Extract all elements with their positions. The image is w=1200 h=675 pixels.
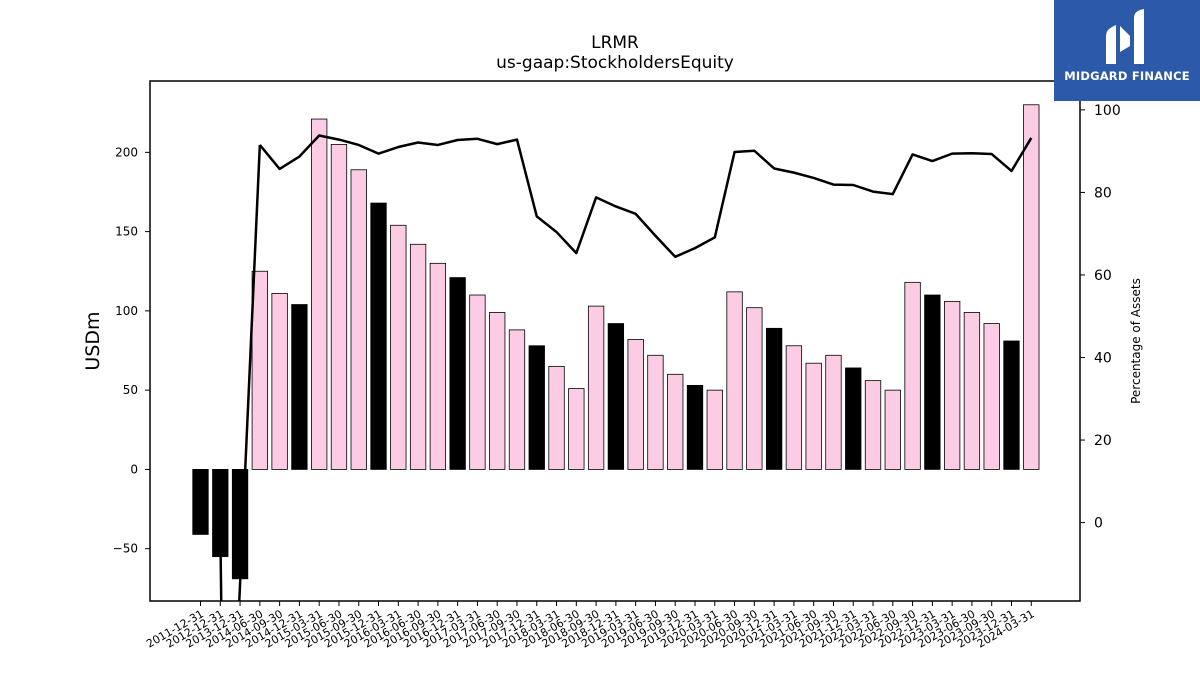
bar-2023-03-31: [943, 300, 961, 470]
bar-2018-06-30: [568, 388, 585, 470]
bar-2019-06-30: [647, 354, 664, 470]
bar-2016-12-31: [449, 277, 466, 470]
y-axis-label: USDm: [82, 311, 104, 370]
bar-2018-03-31: [548, 365, 565, 470]
y-tick-label: −50: [113, 542, 138, 556]
percentage-line-rise: [238, 144, 262, 601]
bar-2017-09-30: [508, 329, 526, 470]
bar-2017-06-30: [489, 312, 506, 470]
bar-2015-06-30: [330, 144, 348, 470]
brand-mark-icon: [1106, 9, 1144, 64]
bar-2011-12-31: [192, 469, 209, 535]
bar-2017-03-31: [469, 294, 486, 470]
bar-2018-12-31: [607, 323, 625, 470]
bar-2022-03-31: [864, 380, 882, 470]
bar-2020-06-30: [726, 291, 743, 470]
bar-2023-06-30: [963, 312, 981, 470]
y-tick-label: 100: [115, 304, 138, 318]
y2-tick-label: 60: [1094, 268, 1112, 284]
bar-2019-09-30: [667, 373, 684, 470]
bar-2014-12-31: [291, 304, 308, 470]
bar-2016-09-30: [429, 262, 447, 470]
plot-frame: [149, 80, 1081, 602]
chart-title: LRMR: [591, 33, 639, 53]
bar-2019-03-31: [627, 339, 644, 470]
bar-2022-06-30: [884, 389, 901, 470]
y2-tick-label: 40: [1094, 351, 1112, 367]
bar-2014-06-30: [251, 270, 268, 470]
y2-tick-label: 20: [1094, 433, 1112, 449]
bar-2018-09-30: [587, 305, 605, 470]
percentage-line-drop: [219, 524, 223, 601]
bar-2016-03-31: [390, 224, 407, 470]
bar-2021-09-30: [825, 354, 842, 470]
brand-logo: MIDGARD FINANCE: [1054, 0, 1200, 101]
bar-2023-09-30: [983, 323, 1000, 470]
y2-tick-label: 0: [1094, 516, 1103, 532]
chart-subtitle: us-gaap:StockholdersEquity: [496, 53, 734, 73]
bar-2019-12-31: [686, 384, 704, 470]
y-tick-label: 50: [123, 383, 138, 397]
bar-2020-12-31: [765, 327, 783, 470]
brand-name: MIDGARD FINANCE: [1064, 69, 1190, 83]
axes-layer: −500501001502000204060801002011-12-31201…: [113, 80, 1121, 651]
bar-2022-12-31: [924, 294, 941, 470]
bar-2015-09-30: [350, 169, 367, 470]
bar-2014-09-30: [271, 293, 288, 470]
bar-2023-12-31: [1003, 340, 1020, 470]
bar-2024-03-31: [1023, 104, 1040, 470]
y-tick-label: 150: [115, 225, 138, 239]
bar-2020-09-30: [746, 307, 763, 470]
y-tick-label: 0: [130, 462, 138, 476]
bar-2021-06-30: [805, 362, 822, 470]
bar-2021-12-31: [845, 367, 862, 470]
bar-2016-06-30: [409, 243, 427, 470]
y2-tick-label: 80: [1094, 185, 1112, 201]
y2-axis-label: Percentage of Assets: [1129, 278, 1143, 404]
percentage-line: [258, 134, 1033, 259]
bar-2022-09-30: [904, 281, 921, 470]
bars-layer: [192, 104, 1040, 580]
bar-2021-03-31: [785, 345, 803, 470]
bar-2015-12-31: [370, 202, 387, 470]
y2-tick-label: 100: [1094, 103, 1121, 119]
y-tick-label: 200: [115, 145, 138, 159]
line-layer: [215, 134, 1033, 601]
bar-2015-03-31: [311, 118, 328, 470]
bar-2017-12-31: [528, 345, 545, 470]
bar-2020-03-31: [706, 389, 723, 470]
